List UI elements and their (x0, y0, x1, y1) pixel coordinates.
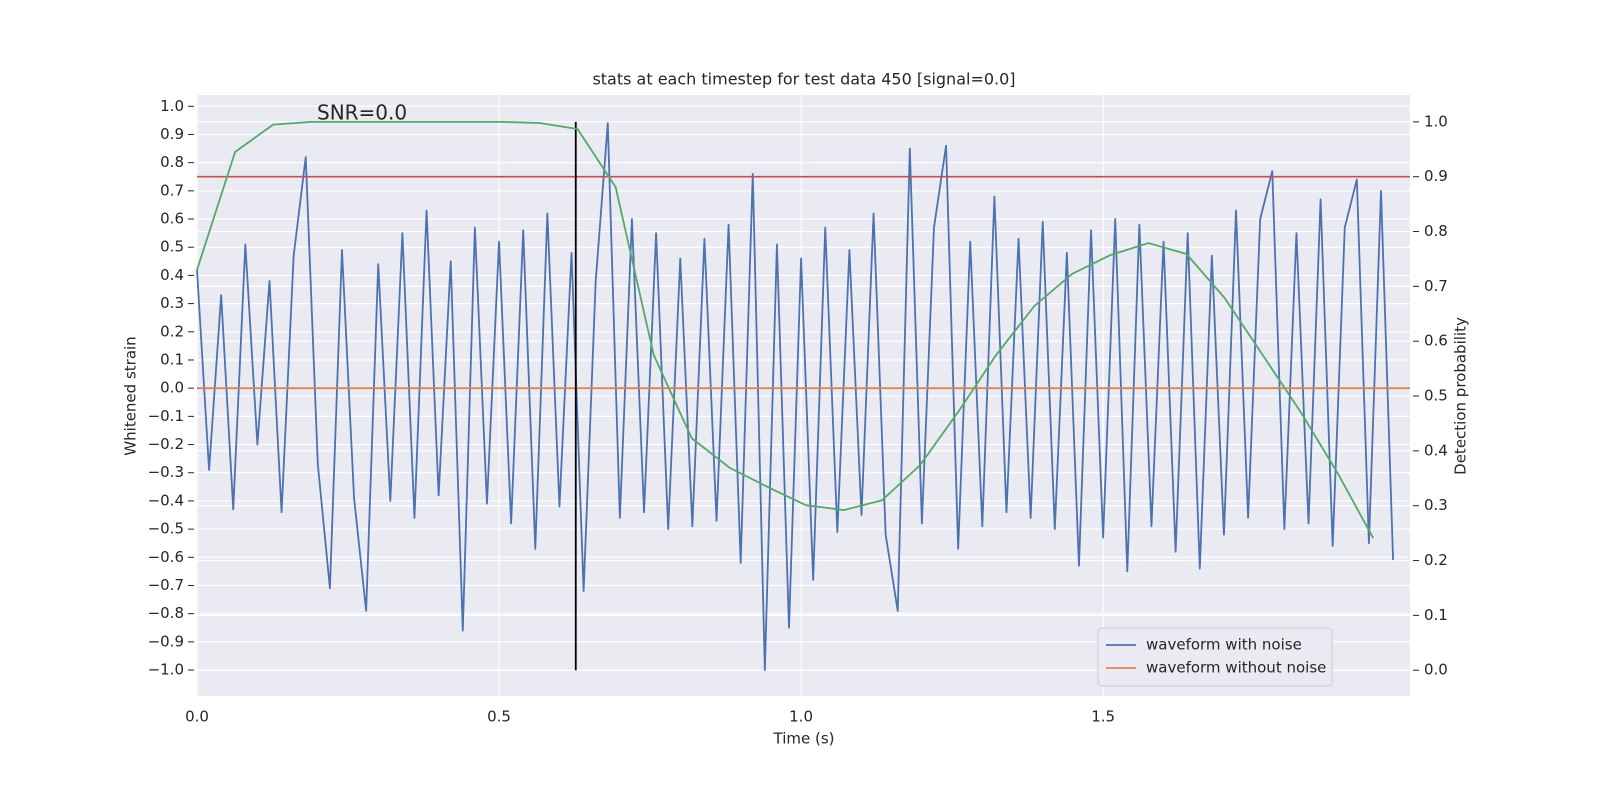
y-tick-label: −0.9 (148, 632, 184, 650)
x-axis-label: Time (s) (773, 730, 835, 748)
y2-tick-label: 0.1 (1424, 606, 1448, 624)
y2-tick-label: 0.6 (1424, 332, 1448, 350)
y-tick-label: 1.0 (160, 97, 184, 115)
y2-tick-label: 0.5 (1424, 387, 1448, 405)
y-tick-label: 0.6 (160, 210, 184, 228)
y-tick-label: 0.4 (160, 266, 184, 284)
series-line (196, 120, 1374, 539)
y-tick-label: 0.2 (160, 322, 184, 340)
y-tick-label: 0.1 (160, 350, 184, 368)
y-tick-label: −0.2 (148, 435, 184, 453)
y-tick-label: −0.6 (148, 548, 184, 566)
chart-title: stats at each timestep for test data 450… (592, 70, 1015, 89)
y-tick-label: 0.8 (160, 153, 184, 171)
legend-label: waveform without noise (1146, 659, 1326, 677)
legend-box (1097, 627, 1333, 687)
y2-axis-label: Detection probability (1452, 317, 1470, 475)
y2-tick-label: 0.9 (1424, 167, 1448, 185)
y2-tick-label: 1.0 (1424, 112, 1448, 130)
y-tick-label: 0.3 (160, 294, 184, 312)
x-tick-label: 0.0 (185, 708, 209, 726)
y2-tick-label: 0.0 (1424, 661, 1448, 679)
series-line (196, 122, 1394, 671)
y-tick-label: −0.1 (148, 407, 184, 425)
y-tick-label: 0.7 (160, 181, 184, 199)
y-tick-label: −0.3 (148, 463, 184, 481)
y2-tick-label: 0.7 (1424, 277, 1448, 295)
y-tick-label: −0.8 (148, 604, 184, 622)
y2-tick-label: 0.2 (1424, 551, 1448, 569)
y-tick-label: 0.9 (160, 125, 184, 143)
y2-tick-label: 0.3 (1424, 496, 1448, 514)
x-tick-label: 0.5 (487, 708, 511, 726)
y2-tick-label: 0.8 (1424, 222, 1448, 240)
y-tick-label: −0.4 (148, 491, 184, 509)
y-tick-label: −0.7 (148, 576, 184, 594)
y-axis-label: Whitened strain (122, 336, 140, 455)
y2-tick-label: 0.4 (1424, 441, 1448, 459)
x-tick-label: 1.5 (1091, 708, 1115, 726)
y-tick-label: −1.0 (148, 661, 184, 679)
y-tick-label: 0.0 (160, 379, 184, 397)
y-tick-label: −0.5 (148, 520, 184, 538)
x-tick-label: 1.0 (789, 708, 813, 726)
legend-label: waveform with noise (1146, 636, 1302, 654)
y-tick-label: 0.5 (160, 238, 184, 256)
annotation: SNR=0.0 (317, 101, 407, 125)
